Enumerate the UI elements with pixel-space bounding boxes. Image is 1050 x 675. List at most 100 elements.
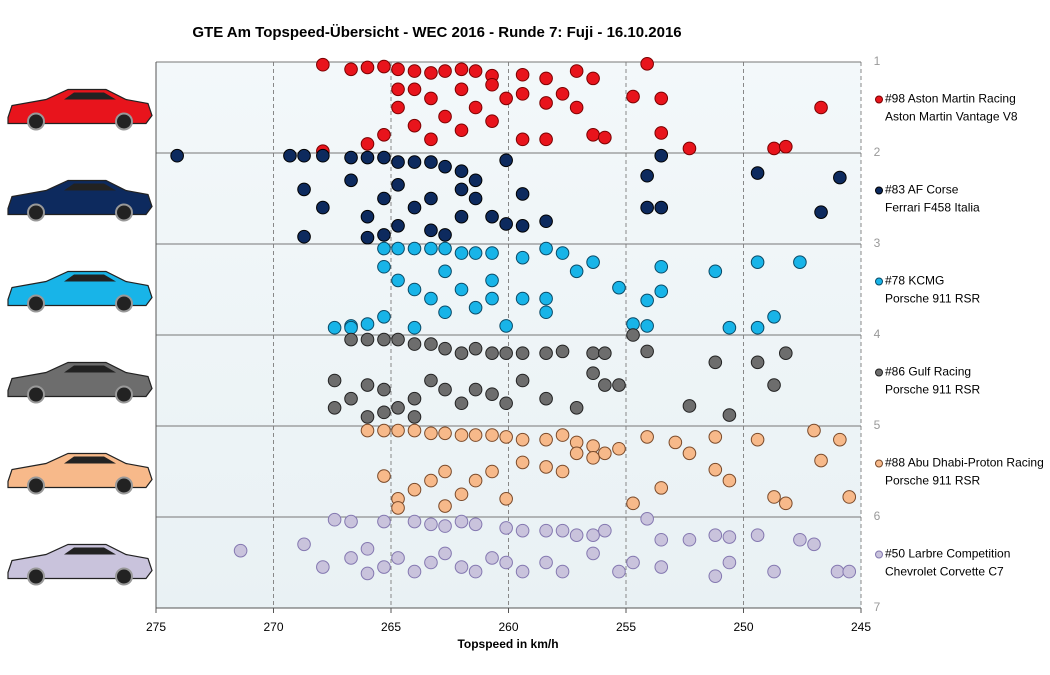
point [626, 89, 640, 104]
point [468, 191, 483, 206]
car-wheel [27, 294, 45, 313]
point [424, 223, 438, 238]
point [297, 148, 311, 163]
point [515, 523, 530, 538]
point [454, 164, 469, 178]
point [316, 148, 330, 163]
point [344, 62, 358, 77]
car-image [7, 88, 153, 131]
point [468, 382, 483, 397]
point [779, 139, 793, 154]
point [407, 241, 422, 256]
point [407, 82, 422, 97]
point [539, 523, 553, 538]
point [682, 532, 697, 547]
point [360, 150, 375, 165]
point [407, 514, 422, 529]
point [830, 564, 845, 579]
point [499, 396, 513, 411]
point [391, 219, 405, 233]
point [424, 191, 438, 206]
point [468, 517, 483, 532]
car-window [64, 365, 116, 373]
car-body [7, 361, 153, 398]
legend-label: #50 Larbre Competition [885, 547, 1010, 561]
x-tick-label: 265 [381, 620, 401, 634]
point [424, 291, 438, 306]
point [515, 132, 530, 147]
point [485, 464, 499, 479]
car-image [7, 361, 153, 404]
point [316, 560, 330, 574]
point [626, 496, 640, 511]
y-tick-label: 7 [874, 600, 881, 614]
x-tick-label: 245 [851, 620, 871, 634]
point [327, 373, 342, 388]
point [654, 126, 669, 140]
car-window [64, 183, 116, 191]
point [454, 396, 469, 411]
point [555, 523, 570, 538]
x-tick-label: 270 [263, 620, 283, 634]
point [377, 469, 391, 483]
point [515, 564, 530, 579]
car-body [7, 543, 153, 580]
y-tick-label: 3 [874, 236, 881, 250]
car-wheel [115, 567, 133, 586]
point [586, 366, 600, 381]
point [391, 241, 405, 256]
point [407, 410, 422, 424]
point [499, 153, 513, 168]
point [454, 82, 469, 97]
car-image [7, 179, 153, 222]
point [654, 284, 669, 299]
point [468, 173, 483, 188]
point [555, 564, 570, 579]
point [708, 569, 723, 583]
point [424, 337, 438, 351]
y-tick-label: 1 [874, 54, 881, 68]
y-tick-label: 5 [874, 418, 881, 432]
x-tick-label: 250 [733, 620, 753, 634]
point [515, 291, 530, 306]
point [391, 273, 405, 288]
point [539, 305, 553, 320]
point [454, 123, 469, 138]
point [767, 490, 781, 504]
point [682, 399, 697, 413]
point [344, 551, 358, 565]
point [539, 241, 553, 256]
legend-marker [875, 95, 883, 104]
point [468, 564, 483, 579]
y-tick-label: 6 [874, 509, 881, 523]
point [424, 473, 438, 488]
point [708, 430, 723, 444]
point [316, 200, 330, 215]
point [468, 341, 483, 356]
point [407, 320, 422, 335]
point [391, 155, 405, 169]
legend-car: Chevrolet Corvette C7 [885, 565, 1004, 579]
point [360, 317, 375, 331]
point [407, 200, 422, 215]
point [767, 141, 781, 156]
point [391, 332, 405, 347]
point [499, 319, 513, 333]
point [515, 346, 530, 361]
point [454, 246, 469, 260]
point [454, 182, 469, 197]
point [360, 542, 375, 556]
point [485, 246, 499, 260]
point [807, 537, 821, 552]
point [454, 487, 469, 502]
point [438, 264, 452, 279]
point [454, 346, 469, 361]
car-wheel [115, 112, 133, 131]
car-wheel [27, 476, 45, 495]
point [539, 214, 553, 229]
point [468, 100, 483, 115]
point [499, 492, 513, 506]
car-wheel [115, 476, 133, 495]
car-wheel [115, 294, 133, 313]
point [612, 280, 626, 295]
